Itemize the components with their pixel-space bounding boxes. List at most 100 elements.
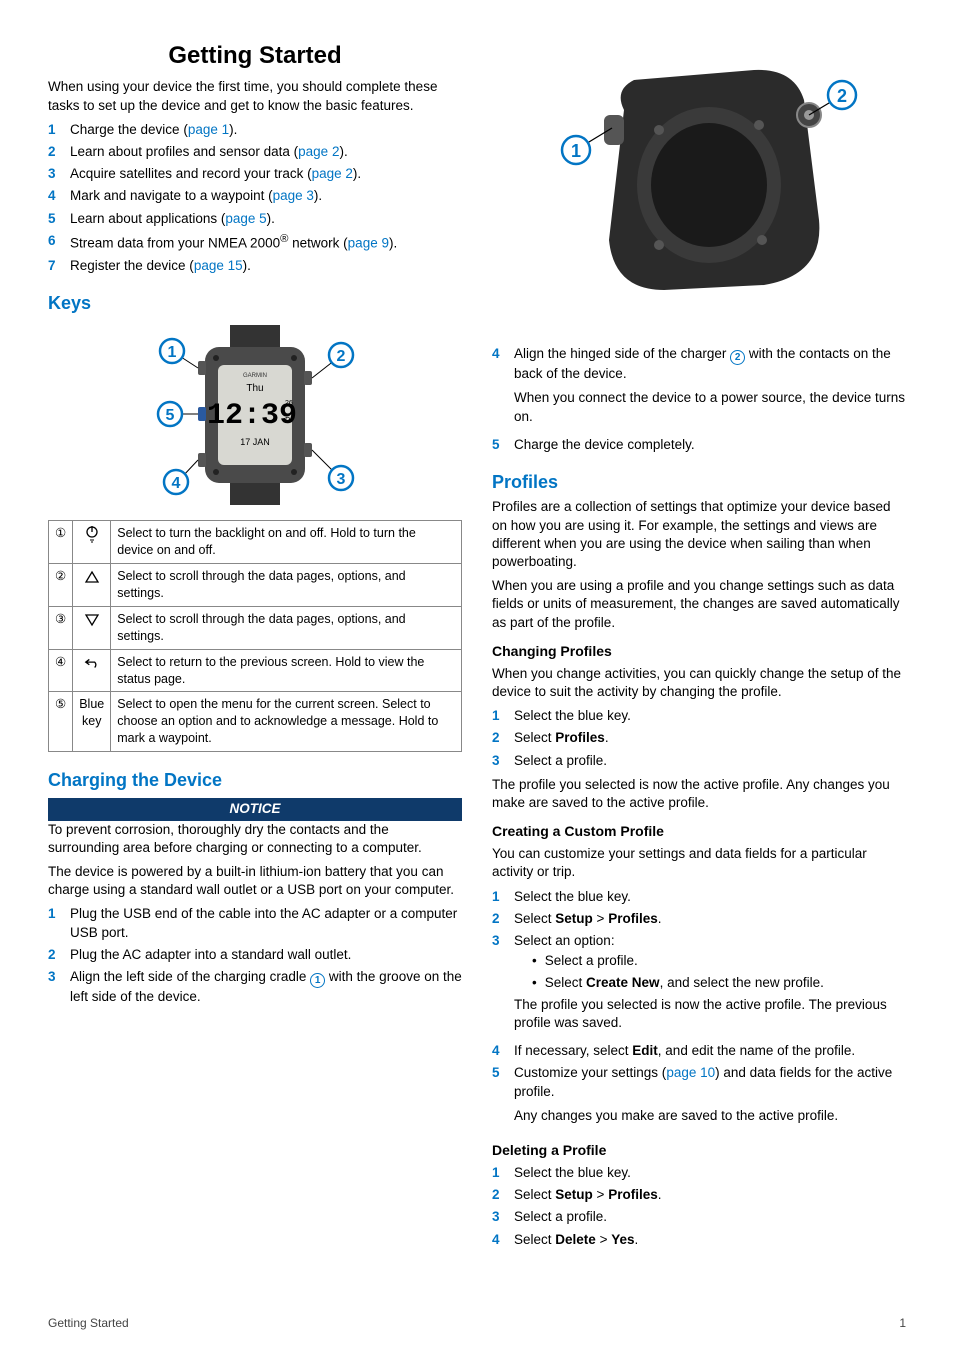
keys-table: ① Select to turn the backlight on and of…	[48, 520, 462, 752]
step-text: Customize your settings (page 10) and da…	[514, 1064, 906, 1131]
step-text: Stream data from your NMEA 2000® network…	[70, 232, 397, 253]
step-number: 7	[48, 257, 62, 275]
svg-text:2: 2	[837, 86, 847, 106]
step-text: Select a profile.	[514, 1208, 607, 1226]
step-text: If necessary, select Edit, and edit the …	[514, 1042, 855, 1060]
step-number: 3	[492, 1208, 506, 1226]
step-number: 2	[492, 729, 506, 747]
page-link[interactable]: page 15	[194, 258, 243, 273]
step-number: 4	[492, 1042, 506, 1060]
creating-profile-heading: Creating a Custom Profile	[492, 822, 906, 841]
page-link[interactable]: page 5	[225, 211, 266, 226]
step-text: Learn about profiles and sensor data (pa…	[70, 143, 348, 161]
key-description: Select to return to the previous screen.…	[111, 649, 462, 692]
step-number: 4	[492, 345, 506, 432]
page-link[interactable]: page 2	[298, 144, 339, 159]
step-number: 3	[492, 752, 506, 770]
step-number: 1	[492, 1164, 506, 1182]
watch-day: Thu	[246, 383, 263, 394]
step-text: Select an option: Select a profile. Sele…	[514, 932, 906, 1038]
blue-key-label: Blue key	[73, 692, 111, 752]
step-text: Select Profiles.	[514, 729, 609, 747]
step-text: Select Setup > Profiles.	[514, 910, 661, 928]
cradle-figure: 1 2	[492, 40, 906, 335]
step-text: Align the hinged side of the charger 2 w…	[514, 345, 906, 432]
up-icon	[73, 564, 111, 607]
step-text: Select the blue key.	[514, 1164, 631, 1182]
notice-label: NOTICE	[48, 798, 462, 820]
key-index: ⑤	[49, 692, 73, 752]
svg-text:1: 1	[168, 344, 177, 361]
step-text: Plug the USB end of the cable into the A…	[70, 905, 462, 941]
svg-text:5: 5	[166, 407, 175, 424]
page-link[interactable]: page 2	[312, 166, 353, 181]
step-number: 5	[48, 210, 62, 228]
step-number: 5	[492, 1064, 506, 1131]
step-number: 1	[492, 707, 506, 725]
list-item: Select a profile.	[532, 952, 906, 970]
step-number: 2	[492, 1186, 506, 1204]
step-text: Plug the AC adapter into a standard wall…	[70, 946, 351, 964]
key-description: Select to turn the backlight on and off.…	[111, 521, 462, 564]
table-row: ③ Select to scroll through the data page…	[49, 606, 462, 649]
key-description: Select to scroll through the data pages,…	[111, 564, 462, 607]
step-number: 2	[48, 946, 62, 964]
page-link[interactable]: page 3	[273, 188, 314, 203]
step-text: Select Delete > Yes.	[514, 1231, 638, 1249]
cradle-illustration: 1 2	[534, 40, 864, 330]
step-text: Select the blue key.	[514, 707, 631, 725]
watch-illustration: GARMIN Thu 12:39 26 P 17 JAN 1 2 3 4	[140, 325, 370, 505]
footer-page-number: 1	[899, 1315, 906, 1331]
down-icon	[73, 606, 111, 649]
key-index: ①	[49, 521, 73, 564]
step-text: Select the blue key.	[514, 888, 631, 906]
notice-text: To prevent corrosion, thoroughly dry the…	[48, 821, 462, 857]
step-number: 6	[48, 232, 62, 253]
step-text: Charge the device (page 1).	[70, 121, 237, 139]
page-link[interactable]: page 1	[188, 122, 229, 137]
step-number: 1	[492, 888, 506, 906]
keys-heading: Keys	[48, 291, 462, 315]
step-text: Acquire satellites and record your track…	[70, 165, 361, 183]
svg-text:4: 4	[172, 475, 181, 492]
callout-1-icon: 1	[310, 973, 325, 988]
page-link[interactable]: page 9	[348, 235, 389, 250]
table-row: ④ Select to return to the previous scree…	[49, 649, 462, 692]
step-number: 1	[48, 121, 62, 139]
step-text: Select a profile.	[514, 752, 607, 770]
step-text: Align the left side of the charging crad…	[70, 968, 462, 1006]
page-link[interactable]: page 10	[666, 1065, 715, 1080]
list-item: Select Create New, and select the new pr…	[532, 974, 906, 992]
step-note: When you connect the device to a power s…	[514, 389, 906, 425]
step-number: 2	[48, 143, 62, 161]
watch-figure: GARMIN Thu 12:39 26 P 17 JAN 1 2 3 4	[48, 325, 462, 510]
changing-profiles-heading: Changing Profiles	[492, 642, 906, 661]
getting-started-steps: 1 Charge the device (page 1). 2 Learn ab…	[48, 121, 462, 275]
charging-heading: Charging the Device	[48, 768, 462, 792]
svg-text:3: 3	[337, 471, 346, 488]
creating-profile-p: You can customize your settings and data…	[492, 845, 906, 881]
profiles-p1: Profiles are a collection of settings th…	[492, 498, 906, 571]
profiles-heading: Profiles	[492, 470, 906, 494]
step-text: Charge the device completely.	[514, 436, 695, 454]
table-row: ① Select to turn the backlight on and of…	[49, 521, 462, 564]
key-description: Select to open the menu for the current …	[111, 692, 462, 752]
key-index: ③	[49, 606, 73, 649]
step-number: 4	[492, 1231, 506, 1249]
step-note: Any changes you make are saved to the ac…	[514, 1107, 906, 1125]
changing-after: The profile you selected is now the acti…	[492, 776, 906, 812]
option-bullets: Select a profile. Select Create New, and…	[532, 952, 906, 991]
charging-steps-cont: 4 Align the hinged side of the charger 2…	[492, 345, 906, 454]
deleting-profile-steps: 1 Select the blue key. 2 Select Setup > Pr…	[492, 1164, 906, 1249]
step-text: Select Setup > Profiles.	[514, 1186, 661, 1204]
key-index: ②	[49, 564, 73, 607]
right-column: 1 2 4 Align the hinged side of the charg…	[492, 40, 906, 1255]
charging-steps: 1 Plug the USB end of the cable into the…	[48, 905, 462, 1006]
svg-text:2: 2	[337, 348, 346, 365]
watch-brand: GARMIN	[243, 373, 267, 379]
left-column: Getting Started When using your device t…	[48, 40, 462, 1255]
changing-profiles-p: When you change activities, you can quic…	[492, 665, 906, 701]
changing-profiles-steps: 1Select the blue key. 2Select Profiles. …	[492, 707, 906, 770]
svg-text:1: 1	[571, 141, 581, 161]
charging-paragraph: The device is powered by a built-in lith…	[48, 863, 462, 899]
